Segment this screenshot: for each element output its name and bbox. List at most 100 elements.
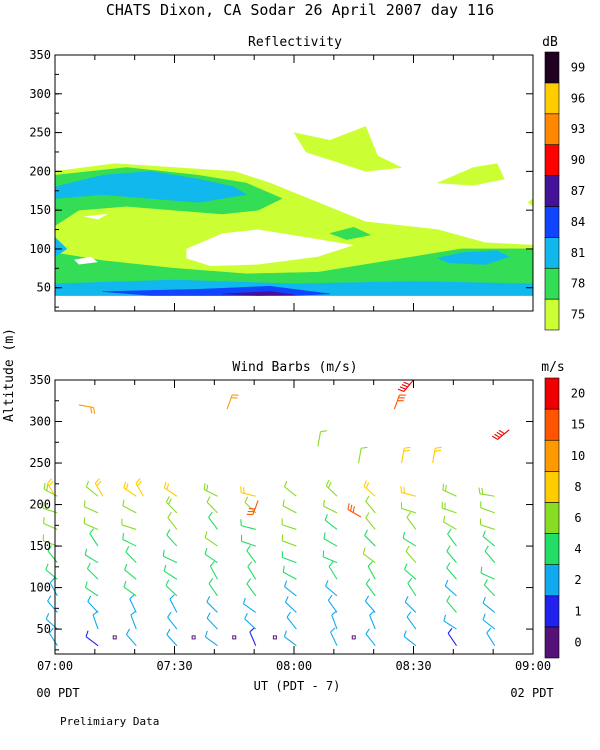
wind-barb (443, 614, 457, 630)
wind-colorbar-label: 2 (574, 573, 581, 587)
reflectivity-ytick-label: 250 (29, 126, 51, 140)
wind-barb (365, 495, 376, 514)
wind-barb (479, 518, 495, 530)
wind-barb (442, 483, 457, 497)
wind-barb (167, 511, 178, 530)
wind-barb (123, 580, 137, 597)
reflectivity-ytick-label: 50 (37, 281, 51, 295)
wind-barb (206, 612, 218, 630)
wind-y-axis: 50 100 150 200 250 300 350 (29, 373, 533, 651)
wind-calm-marker (272, 635, 277, 640)
wind-barb (85, 630, 99, 647)
wind-barb (486, 627, 496, 646)
wind-ytick-label: 250 (29, 456, 51, 470)
wind-barb (400, 486, 417, 497)
wind-barb (84, 581, 99, 597)
wind-barb (246, 578, 257, 597)
figure-title: CHATS Dixon, CA Sodar 26 April 2007 day … (106, 1, 494, 19)
wind-barb (86, 562, 99, 580)
wind-barb (402, 531, 417, 547)
reflectivity-colorbar-swatch (544, 144, 560, 176)
wind-barb (317, 430, 327, 447)
wind-barb (204, 630, 218, 647)
reflectivity-contour-75 (437, 163, 505, 186)
wind-barb (45, 613, 58, 630)
wind-barb (404, 596, 417, 613)
wind-barb (347, 503, 362, 518)
wind-x-axis: 07:00 07:30 08:00 08:30 09:00 (37, 380, 551, 673)
wind-barb (478, 487, 495, 497)
wind-barb (226, 394, 239, 410)
wind-barb (281, 518, 297, 530)
reflectivity-colorbar-label: 96 (571, 91, 585, 105)
wind-barb (284, 480, 297, 497)
wind-ytick-label: 100 (29, 581, 51, 595)
wind-ytick-label: 300 (29, 415, 51, 429)
wind-barb (84, 548, 99, 564)
reflectivity-title: Reflectivity (248, 35, 342, 50)
wind-barb (123, 481, 137, 497)
wind-ytick-label: 150 (29, 539, 51, 553)
wind-barb (47, 595, 58, 613)
wind-barb (401, 446, 411, 464)
wind-colorbar-label: 15 (571, 418, 585, 432)
wind-colorbar-swatch (544, 595, 560, 628)
wind-colorbar-swatch (544, 533, 560, 565)
wind-colorbar-label: 4 (574, 542, 581, 556)
wind-xtick-label: 09:00 (515, 659, 551, 673)
wind-barb (446, 562, 457, 580)
wind-barb (206, 596, 218, 613)
wind-barb (397, 379, 414, 393)
reflectivity-contour-75 (293, 126, 403, 172)
wind-barb (406, 611, 417, 630)
wind-barb (83, 517, 99, 530)
wind-barb (393, 394, 406, 410)
reflectivity-colorbar-label: 75 (571, 308, 585, 322)
wind-colorbar-label: 0 (574, 635, 581, 649)
wind-barb (364, 529, 376, 547)
wind-barb (206, 496, 218, 514)
wind-barb (447, 627, 457, 647)
wind-barb (165, 496, 178, 514)
wind-barb (367, 561, 376, 580)
reflectivity-ytick-label: 350 (29, 48, 51, 62)
wind-barb (327, 594, 338, 613)
wind-xtick-label: 08:30 (395, 659, 431, 673)
wind-barb (122, 499, 137, 514)
wind-barb (169, 594, 178, 613)
wind-barb (483, 579, 496, 597)
reflectivity-clear-region (83, 214, 108, 220)
wind-barb (322, 550, 338, 564)
reflectivity-y-axis: 50 100 150 200 250 300 350 (29, 48, 533, 308)
wind-barb (242, 597, 257, 613)
wind-barb (83, 500, 99, 514)
wind-barbs-title: Wind Barbs (m/s) (232, 360, 357, 375)
reflectivity-colorbar-unit: dB (542, 35, 558, 50)
wind-barb (208, 511, 218, 530)
wind-ytick-label: 350 (29, 373, 51, 387)
wind-barb (167, 611, 178, 630)
wind-ytick-label: 200 (29, 498, 51, 512)
wind-barb (323, 499, 338, 514)
wind-barb (163, 481, 178, 497)
wind-calm-marker (191, 635, 196, 640)
reflectivity-ytick-label: 150 (29, 203, 51, 217)
reflectivity-ytick-label: 100 (29, 242, 51, 256)
wind-barb (407, 577, 417, 597)
wind-barb (283, 630, 297, 647)
wind-barb (47, 478, 56, 497)
wind-barb (357, 446, 368, 464)
wind-barb (328, 561, 338, 580)
wind-barb (441, 501, 457, 514)
wind-barb (284, 580, 297, 597)
wind-barb (246, 545, 257, 563)
reflectivity-colorbar-swatch (544, 267, 560, 300)
wind-barb (442, 515, 457, 530)
reflectivity-contour-81 (54, 171, 247, 203)
wind-colorbar-swatch (544, 626, 560, 659)
wind-barb (482, 613, 496, 630)
wind-barb (403, 630, 417, 647)
